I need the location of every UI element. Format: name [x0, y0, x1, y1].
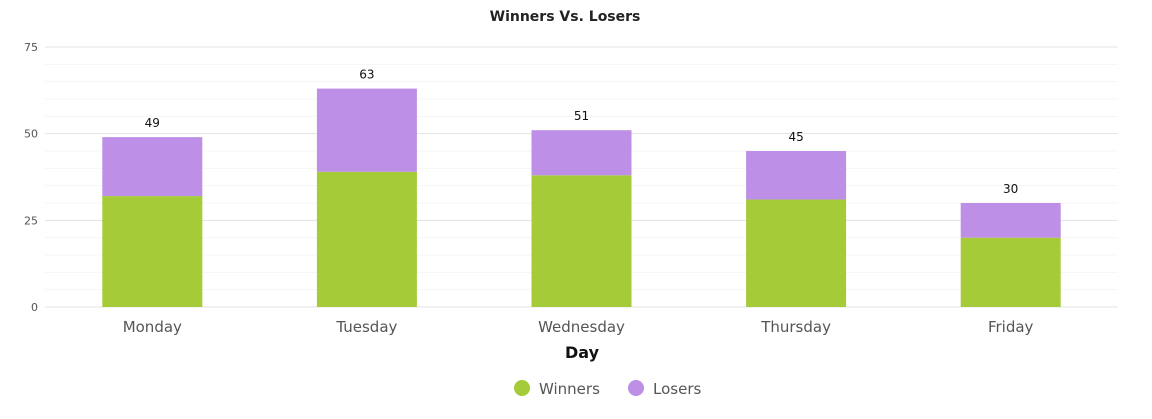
bar-winners-friday[interactable]	[960, 237, 1061, 307]
x-tick-label: Monday	[123, 318, 182, 336]
x-tick-label: Thursday	[760, 318, 831, 336]
y-tick-label: 25	[24, 214, 38, 227]
x-tick-label: Tuesday	[335, 318, 397, 336]
bar-losers-monday[interactable]	[102, 137, 203, 197]
bar-winners-thursday[interactable]	[746, 199, 847, 307]
legend-item-losers[interactable]: Losers	[628, 380, 701, 398]
bar-total-label: 45	[788, 130, 803, 144]
legend-marker	[628, 380, 644, 396]
legend-label: Winners	[539, 380, 600, 398]
y-axis-ticks: 0 25 50 75	[24, 41, 38, 314]
y-tick-label: 50	[24, 128, 38, 141]
legend-item-winners[interactable]: Winners	[514, 380, 600, 398]
bar-total-label: 49	[145, 116, 160, 130]
x-axis-ticks: Monday Tuesday Wednesday Thursday Friday	[123, 318, 1034, 336]
bar-winners-wednesday[interactable]	[531, 175, 632, 307]
legend-marker	[514, 380, 530, 396]
x-tick-label: Friday	[988, 318, 1034, 336]
chart-title: Winners Vs. Losers	[490, 9, 641, 25]
bars	[102, 88, 1061, 307]
bar-losers-wednesday[interactable]	[531, 130, 632, 176]
bar-total-label: 30	[1003, 182, 1018, 196]
legend-label: Losers	[653, 380, 701, 398]
y-tick-label: 75	[24, 41, 38, 54]
bar-losers-friday[interactable]	[960, 203, 1061, 238]
bar-winners-monday[interactable]	[102, 196, 203, 307]
bar-total-label: 51	[574, 109, 589, 123]
bar-winners-tuesday[interactable]	[316, 171, 417, 307]
x-tick-label: Wednesday	[538, 318, 625, 336]
bar-total-labels: 49 63 51 45 30	[145, 68, 1019, 196]
x-axis-title: Day	[565, 343, 600, 362]
legend[interactable]: Winners Losers	[514, 380, 701, 398]
bar-total-label: 63	[359, 68, 374, 82]
bar-losers-tuesday[interactable]	[316, 88, 417, 172]
bar-losers-thursday[interactable]	[746, 151, 847, 200]
y-tick-label: 0	[31, 301, 38, 314]
